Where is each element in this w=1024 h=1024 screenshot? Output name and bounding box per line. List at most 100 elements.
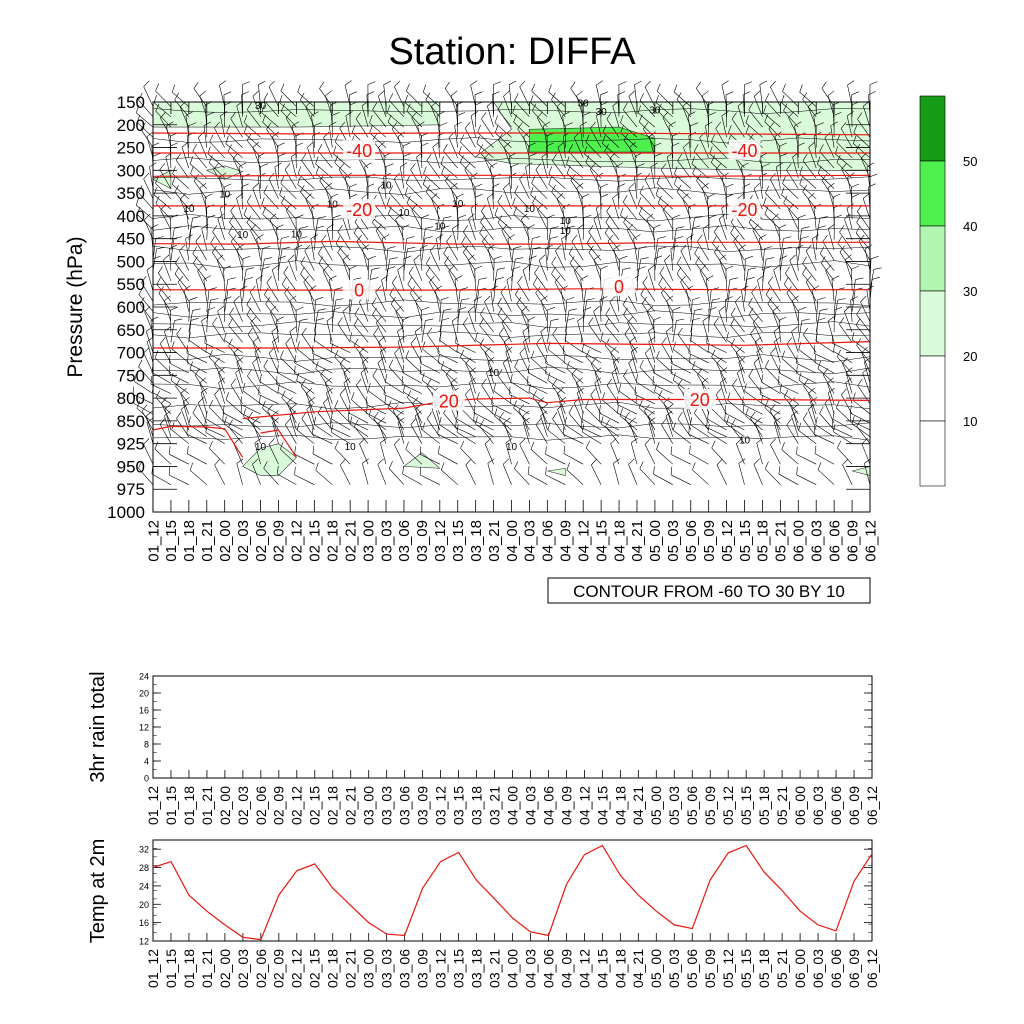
wind-barb-feather [312,445,315,454]
colorbar-label: 40 [963,219,977,234]
wind-barb [383,156,387,179]
wind-barb-feather [305,193,312,200]
wind-barb [634,176,638,199]
wind-barb-feather [819,144,824,152]
wind-barb [261,204,279,220]
wind-barb-feather [190,166,194,174]
wind-barb-feather [406,236,415,239]
wind-barb-feather [820,256,826,264]
wind-barb-feather [741,162,749,168]
wind-barb-feather [540,326,548,332]
wind-barb [427,334,441,353]
wind-barb-feather [720,377,727,384]
wind-barb [637,112,656,128]
wind-barb [666,300,674,322]
wind-barb-feather [283,266,289,274]
wind-barb-feather [425,184,431,193]
wind-barb-feather [753,182,761,189]
wind-barb-feather [401,224,410,229]
wind-barb-feather [623,133,629,141]
wind-barb [535,169,548,189]
wind-barb [715,169,727,189]
wind-barb [585,141,602,159]
wind-barb [718,311,727,333]
wind-barb [464,128,476,148]
wind-barb-feather [827,316,835,322]
wind-barb [780,248,785,271]
wind-barb-feather [400,162,408,168]
wind-barb-feather [353,338,359,346]
wind-barb [236,362,243,384]
wind-barb-feather [240,405,242,414]
wind-barb-feather [325,182,332,189]
wind-barb [331,418,351,431]
wind-barb-feather [440,156,444,165]
wind-barb [431,106,441,128]
wind-barb-feather [311,111,319,116]
wind-barb-feather [783,195,788,204]
wind-barb-feather [827,90,835,96]
wind-barb-feather [370,277,379,280]
wind-barb [497,109,512,128]
wind-barb-feather [756,346,764,353]
wind-barb-feather [851,183,860,188]
wind-barb [403,238,408,261]
wind-barb [767,303,781,322]
wind-barb-feather [263,93,268,101]
wind-barb-feather [845,367,853,373]
wind-barb-feather [764,400,769,408]
wind-barb-feather [694,308,703,311]
wind-barb-feather [712,298,721,301]
wind-barb-feather [600,265,608,270]
x-tick-label: 04_06 [540,786,556,825]
rh-contour-label: 10 [237,230,249,241]
wind-barb [136,121,154,138]
wind-barb [278,238,282,261]
wind-barb [761,381,781,394]
wind-barb-feather [822,235,828,242]
wind-barb [460,447,476,465]
wind-barb [160,210,172,230]
wind-barb [573,137,584,158]
temperature-line [152,844,873,941]
wind-barb [540,415,548,437]
wind-barb-feather [252,336,260,343]
wind-barb [839,324,853,343]
x-tick-label: 06_09 [846,949,862,988]
wind-barb-feather [274,162,282,168]
x-tick-label: 04_00 [504,520,521,562]
wind-barb [695,262,709,281]
wind-barb-feather [349,416,353,425]
wind-barb-feather [594,377,602,384]
wind-barb-feather [182,396,190,403]
wind-barb-feather [331,410,333,419]
wind-barb-feather [413,254,420,261]
wind-barb-feather [169,355,171,364]
wind-barb-feather [383,386,385,395]
wind-barb [850,299,853,322]
x-tick-label: 03_12 [433,949,449,988]
wind-barb-feather [657,195,662,204]
wind-barb-feather [199,90,207,97]
wind-barb [814,434,835,444]
wind-barb [623,376,638,394]
wind-barb [510,381,530,394]
wind-barb-feather [765,93,770,101]
wind-barb [529,248,534,271]
wind-barb-feather [677,379,683,387]
wind-barb-feather [241,91,249,96]
wind-barb-feather [755,417,762,424]
contour-label-bg [728,199,761,220]
wind-barb-feather [618,81,627,85]
wind-barb [207,153,225,169]
wind-barb-feather [670,365,673,374]
wind-barb [252,422,261,444]
wind-barb-feather [774,417,781,423]
wind-barb-feather [247,327,253,335]
wind-barb-feather [217,305,224,312]
wind-barb-feather [716,458,723,466]
wind-barb [494,214,512,230]
wind-barb [479,345,494,363]
wind-barb-feather [441,317,450,321]
wind-barb-feather [620,207,624,216]
